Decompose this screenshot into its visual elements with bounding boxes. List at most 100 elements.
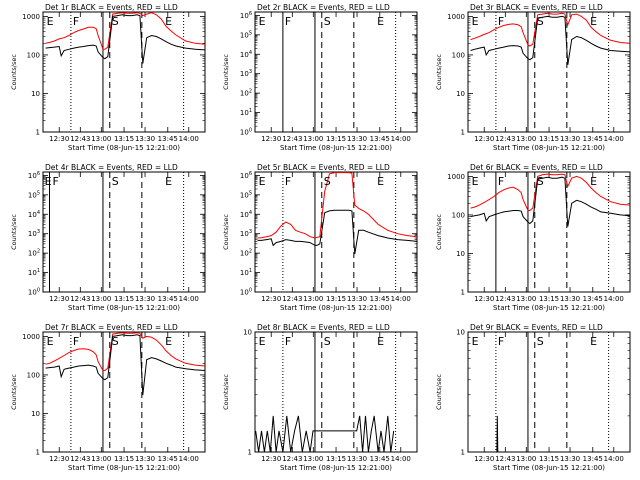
marker-label: S bbox=[324, 175, 331, 188]
x-tick-label: 13:30 bbox=[560, 295, 580, 303]
marker-label: E bbox=[45, 175, 52, 188]
y-tick-label: 101 bbox=[240, 268, 252, 277]
y-axis-label: Counts/sec bbox=[222, 214, 230, 250]
marker-label: F bbox=[498, 175, 504, 188]
y-tick-label: 102 bbox=[240, 89, 252, 98]
panel-det7: Det 7r BLACK = Events, RED = LLD 1 10 100 10… bbox=[10, 323, 206, 472]
series-lld bbox=[470, 173, 630, 211]
y-axis-label: Counts/sec bbox=[435, 214, 443, 250]
marker-label: E bbox=[472, 175, 479, 188]
x-tick-label: 12:30 bbox=[474, 455, 494, 463]
y-tick-label: 1000 bbox=[447, 13, 465, 21]
y-tick-label: 1000 bbox=[447, 173, 465, 181]
panel-det1: Det 1r BLACK = Events, RED = LLD 1 10 100 10… bbox=[10, 3, 206, 152]
y-tick-label: 106 bbox=[28, 171, 40, 180]
x-tick-label: 13:30 bbox=[560, 135, 580, 143]
x-tick-label: 13:00 bbox=[303, 455, 323, 463]
x-tick-label: 13:45 bbox=[583, 135, 603, 143]
plot-frame bbox=[42, 171, 206, 293]
x-tick-label: 12:30 bbox=[474, 135, 494, 143]
x-tick-label: 13:45 bbox=[158, 135, 178, 143]
series-events bbox=[470, 15, 630, 65]
x-tick-label: 13:00 bbox=[91, 135, 111, 143]
y-axis-label: Counts/sec bbox=[435, 54, 443, 90]
y-tick-label: 1 bbox=[36, 449, 40, 457]
x-tick-label: 14:00 bbox=[391, 455, 411, 463]
marker-label: F bbox=[498, 15, 504, 28]
y-tick-label: 10 bbox=[243, 329, 252, 337]
marker-label: S bbox=[324, 335, 331, 348]
panel-title: Det 9r BLACK = Events, RED = LLD bbox=[470, 323, 603, 332]
panel-title: Det 4r BLACK = Events, RED = LLD bbox=[45, 163, 178, 172]
y-tick-label: 100 bbox=[27, 51, 40, 59]
x-tick-label: 13:45 bbox=[158, 295, 178, 303]
marker-label: E bbox=[259, 15, 266, 28]
x-tick-label: 14:00 bbox=[179, 295, 199, 303]
y-tick-label: 102 bbox=[28, 249, 40, 258]
panel-title: Det 7r BLACK = Events, RED = LLD bbox=[45, 323, 178, 332]
y-tick-label: 1 bbox=[36, 129, 40, 137]
x-tick-label: 13:00 bbox=[516, 455, 536, 463]
y-tick-label: 104 bbox=[240, 210, 252, 219]
x-tick-label: 13:00 bbox=[303, 135, 323, 143]
series-lld bbox=[45, 12, 205, 50]
x-tick-label: 13:30 bbox=[135, 455, 155, 463]
panel-det6: Det 6r BLACK = Events, RED = LLD 1 10 100 10… bbox=[435, 163, 631, 312]
y-tick-label: 10 bbox=[31, 90, 40, 98]
marker-label: F bbox=[498, 335, 504, 348]
y-axis-label: Counts/sec bbox=[222, 374, 230, 410]
marker-label: S bbox=[537, 335, 544, 348]
marker-label: E bbox=[590, 15, 597, 28]
y-tick-label: 102 bbox=[240, 249, 252, 258]
x-tick-label: 12:43 bbox=[70, 455, 90, 463]
panel-det4: Det 4r BLACK = Events, RED = LLD 100 101 10… bbox=[10, 163, 206, 312]
x-tick-label: 12:43 bbox=[495, 135, 515, 143]
series-events bbox=[255, 415, 395, 452]
x-axis-label: Start Time (08-Jun-15 12:21:00) bbox=[280, 144, 392, 152]
marker-label: F bbox=[285, 335, 291, 348]
plot-frame bbox=[467, 171, 631, 293]
x-tick-label: 13:30 bbox=[347, 135, 367, 143]
marker-label: S bbox=[112, 175, 119, 188]
marker-label: E bbox=[377, 175, 384, 188]
marker-label: F bbox=[285, 175, 291, 188]
marker-label: E bbox=[47, 335, 54, 348]
series-lld bbox=[470, 12, 630, 47]
x-tick-label: 14:00 bbox=[391, 135, 411, 143]
x-tick-label: 13:45 bbox=[583, 455, 603, 463]
plot-frame bbox=[467, 331, 631, 453]
marker-label: E bbox=[165, 335, 172, 348]
y-tick-label: 1000 bbox=[22, 333, 40, 341]
marker-label: S bbox=[112, 335, 119, 348]
x-tick-label: 12:30 bbox=[49, 295, 69, 303]
marker-label: S bbox=[537, 15, 544, 28]
x-tick-label: 14:00 bbox=[391, 295, 411, 303]
y-tick-label: 1 bbox=[248, 449, 252, 457]
panel-det2: Det 2r BLACK = Events, RED = LLD 100 101 10… bbox=[222, 3, 418, 152]
y-tick-label: 101 bbox=[240, 108, 252, 117]
marker-label: E bbox=[472, 335, 479, 348]
panel-title: Det 3r BLACK = Events, RED = LLD bbox=[470, 3, 603, 12]
plot-frame bbox=[42, 331, 206, 453]
x-tick-label: 14:00 bbox=[604, 455, 624, 463]
y-tick-label: 100 bbox=[240, 288, 252, 297]
x-axis-label: Start Time (08-Jun-15 12:21:00) bbox=[280, 464, 392, 472]
marker-label: S bbox=[537, 175, 544, 188]
y-tick-label: 1 bbox=[461, 289, 465, 297]
y-tick-label: 104 bbox=[240, 50, 252, 59]
marker-label: F bbox=[73, 335, 79, 348]
x-tick-label: 13:45 bbox=[370, 455, 390, 463]
marker-label: E bbox=[47, 15, 54, 28]
y-tick-label: 105 bbox=[240, 30, 252, 39]
y-tick-label: 1000 bbox=[22, 13, 40, 21]
x-tick-label: 13:45 bbox=[370, 295, 390, 303]
panel-det3: Det 3r BLACK = Events, RED = LLD 1 10 100 10… bbox=[435, 3, 631, 152]
panel-det8: Det 8r BLACK = Events, RED = LLD 1 10 Count… bbox=[222, 323, 418, 472]
x-tick-label: 12:43 bbox=[70, 135, 90, 143]
x-axis-label: Start Time (08-Jun-15 12:21:00) bbox=[493, 144, 605, 152]
y-tick-label: 100 bbox=[28, 288, 40, 297]
y-tick-label: 100 bbox=[240, 128, 252, 137]
series-events bbox=[470, 176, 630, 227]
series-lld bbox=[257, 172, 417, 239]
